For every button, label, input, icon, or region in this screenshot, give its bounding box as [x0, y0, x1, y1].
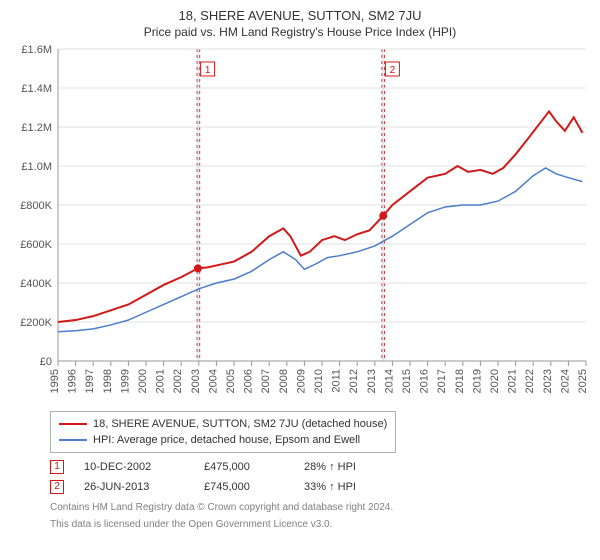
- sales-list: 1 10-DEC-2002 £475,000 28% ↑ HPI 2 26-JU…: [50, 457, 590, 497]
- legend-swatch-hpi: [59, 439, 87, 441]
- svg-text:2008: 2008: [278, 369, 290, 393]
- svg-text:2010: 2010: [313, 369, 325, 393]
- svg-text:1996: 1996: [67, 369, 79, 393]
- svg-text:2021: 2021: [507, 369, 519, 393]
- svg-text:2006: 2006: [243, 369, 255, 393]
- sale-delta-2: 33% ↑ HPI: [304, 477, 384, 497]
- svg-text:2022: 2022: [524, 369, 536, 393]
- svg-text:2020: 2020: [489, 369, 501, 393]
- svg-text:£600K: £600K: [20, 239, 52, 251]
- sale-date-1: 10-DEC-2002: [84, 457, 184, 477]
- legend-item-property: 18, SHERE AVENUE, SUTTON, SM2 7JU (detac…: [59, 416, 387, 432]
- svg-text:2023: 2023: [542, 369, 554, 393]
- svg-text:£200K: £200K: [20, 317, 52, 329]
- sale-price-1: £475,000: [204, 457, 284, 477]
- chart-subtitle: Price paid vs. HM Land Registry's House …: [10, 25, 590, 39]
- sale-delta-1: 28% ↑ HPI: [304, 457, 384, 477]
- svg-text:2017: 2017: [436, 369, 448, 393]
- svg-text:2001: 2001: [155, 369, 167, 393]
- svg-text:1: 1: [205, 65, 211, 76]
- legend-swatch-property: [59, 423, 87, 425]
- svg-text:2011: 2011: [331, 369, 343, 393]
- svg-text:2007: 2007: [260, 369, 272, 393]
- svg-text:1999: 1999: [119, 369, 131, 393]
- svg-text:2016: 2016: [419, 369, 431, 393]
- svg-text:2: 2: [390, 65, 396, 76]
- svg-text:2003: 2003: [190, 369, 202, 393]
- svg-text:£1.0M: £1.0M: [21, 161, 52, 173]
- footnote-line1: Contains HM Land Registry data © Crown c…: [50, 501, 590, 514]
- sale-marker-1: 1: [50, 460, 64, 474]
- svg-text:£1.2M: £1.2M: [21, 122, 52, 134]
- svg-text:1998: 1998: [102, 369, 114, 393]
- sale-row-1: 1 10-DEC-2002 £475,000 28% ↑ HPI: [50, 457, 590, 477]
- svg-text:2012: 2012: [348, 369, 360, 393]
- svg-text:2009: 2009: [295, 369, 307, 393]
- svg-text:2005: 2005: [225, 369, 237, 393]
- sale-price-2: £745,000: [204, 477, 284, 497]
- svg-text:£1.6M: £1.6M: [21, 45, 52, 56]
- svg-text:2019: 2019: [471, 369, 483, 393]
- svg-text:£800K: £800K: [20, 200, 52, 212]
- svg-text:2004: 2004: [207, 369, 219, 393]
- sale-row-2: 2 26-JUN-2013 £745,000 33% ↑ HPI: [50, 477, 590, 497]
- svg-text:2014: 2014: [383, 369, 395, 393]
- svg-text:2002: 2002: [172, 369, 184, 393]
- footnote-line2: This data is licensed under the Open Gov…: [50, 518, 590, 531]
- svg-text:£1.4M: £1.4M: [21, 83, 52, 95]
- svg-text:2024: 2024: [559, 369, 571, 393]
- chart-area: £0 £200K £400K £600K £800K £1.0M £1.2M £1.4M £1.…: [10, 45, 590, 405]
- svg-text:£400K: £400K: [20, 278, 52, 290]
- svg-text:1995: 1995: [49, 369, 61, 393]
- legend-item-hpi: HPI: Average price, detached house, Epso…: [59, 432, 387, 448]
- legend-label-hpi: HPI: Average price, detached house, Epso…: [93, 432, 360, 448]
- svg-text:2000: 2000: [137, 369, 149, 393]
- sale-marker-2: 2: [50, 480, 64, 494]
- svg-text:2025: 2025: [577, 369, 589, 393]
- svg-text:1997: 1997: [84, 369, 96, 393]
- svg-text:£0: £0: [40, 356, 52, 368]
- chart-title: 18, SHERE AVENUE, SUTTON, SM2 7JU: [10, 8, 590, 23]
- svg-text:2015: 2015: [401, 369, 413, 393]
- legend-box: 18, SHERE AVENUE, SUTTON, SM2 7JU (detac…: [50, 411, 396, 453]
- legend-label-property: 18, SHERE AVENUE, SUTTON, SM2 7JU (detac…: [93, 416, 387, 432]
- sale-date-2: 26-JUN-2013: [84, 477, 184, 497]
- svg-text:2013: 2013: [366, 369, 378, 393]
- svg-text:2018: 2018: [454, 369, 466, 393]
